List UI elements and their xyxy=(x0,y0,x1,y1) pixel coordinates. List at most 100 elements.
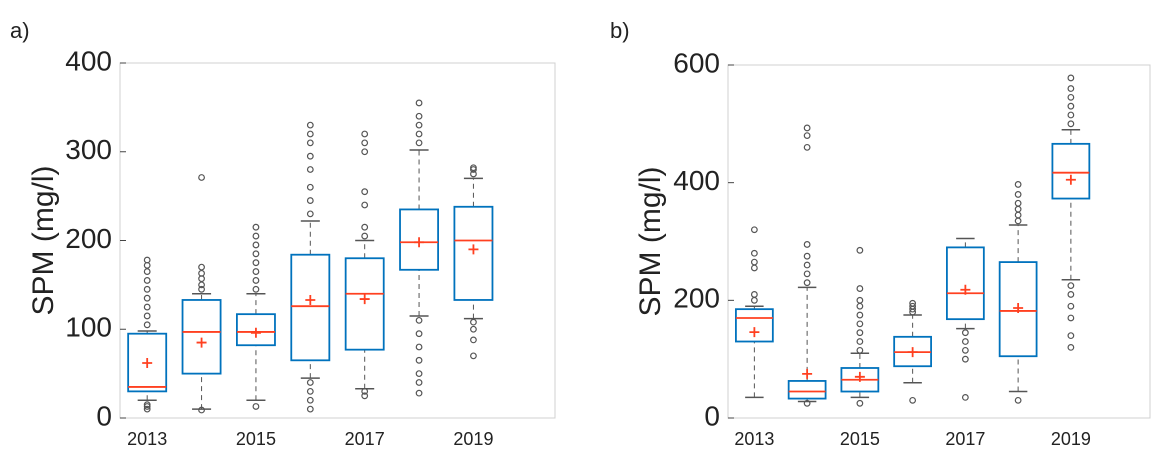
outlier xyxy=(252,277,260,284)
mean-marker xyxy=(1013,302,1024,313)
outlier xyxy=(1014,211,1022,219)
outlier xyxy=(143,303,151,311)
outlier xyxy=(856,329,864,337)
box xyxy=(344,257,385,351)
x-tick-label: 2019 xyxy=(453,429,493,449)
outlier xyxy=(1014,217,1022,225)
outlier xyxy=(750,249,758,257)
outlier xyxy=(415,130,423,138)
outlier xyxy=(252,250,260,258)
outlier xyxy=(361,201,369,209)
y-tick-label: 600 xyxy=(673,47,720,78)
outlier xyxy=(1014,181,1022,188)
outlier xyxy=(1067,111,1075,119)
outlier xyxy=(1067,302,1075,310)
outlier xyxy=(306,121,314,129)
outlier xyxy=(1014,199,1022,207)
outlier xyxy=(909,396,917,404)
outlier xyxy=(198,263,205,271)
outlier xyxy=(1067,93,1075,101)
outlier xyxy=(470,336,477,344)
box xyxy=(127,332,168,393)
outlier xyxy=(415,121,423,129)
mean-marker xyxy=(305,294,316,305)
outlier xyxy=(361,130,369,138)
plot-frame xyxy=(727,64,1151,419)
outlier xyxy=(143,405,151,413)
x-tick-label: 2017 xyxy=(945,429,985,449)
outlier xyxy=(252,223,260,231)
outlier xyxy=(306,139,314,147)
panel-label: a) xyxy=(10,18,30,43)
outlier xyxy=(361,148,369,156)
outlier xyxy=(252,259,260,267)
outlier xyxy=(470,164,477,172)
outlier xyxy=(1067,85,1075,92)
box xyxy=(998,261,1038,358)
outlier xyxy=(198,269,205,277)
outlier xyxy=(143,401,151,409)
outlier xyxy=(306,396,314,404)
mean-marker xyxy=(854,371,865,382)
y-tick-label: 200 xyxy=(673,283,720,314)
outlier xyxy=(1014,205,1022,213)
box xyxy=(787,380,827,400)
outlier xyxy=(306,387,314,395)
mean-marker xyxy=(250,327,261,338)
outlier xyxy=(306,152,314,160)
outlier xyxy=(803,124,811,132)
outlier xyxy=(252,403,260,410)
outlier xyxy=(803,132,811,140)
outlier xyxy=(803,399,811,407)
outlier xyxy=(415,112,423,120)
panel-label: b) xyxy=(610,18,630,43)
outlier xyxy=(306,166,314,173)
outlier xyxy=(198,285,205,293)
x-tick-label: 2015 xyxy=(236,429,276,449)
outlier xyxy=(1067,74,1075,82)
mean-marker xyxy=(960,284,971,295)
mean-marker xyxy=(802,368,813,379)
outlier xyxy=(1067,332,1075,340)
outlier xyxy=(415,356,423,364)
box xyxy=(399,208,439,271)
outlier xyxy=(143,321,151,329)
outlier xyxy=(803,252,811,260)
mean-marker xyxy=(196,337,207,348)
y-tick-label: 200 xyxy=(65,223,112,254)
outlier xyxy=(143,312,151,320)
outlier xyxy=(361,139,369,147)
outlier xyxy=(750,226,758,234)
outlier xyxy=(415,389,423,397)
box xyxy=(290,253,331,362)
outlier xyxy=(909,299,917,307)
outlier xyxy=(856,320,864,328)
y-axis-label: SPM (mg/l) xyxy=(27,166,60,316)
outlier xyxy=(143,285,151,293)
outlier xyxy=(856,399,864,407)
outlier xyxy=(252,232,260,240)
outlier xyxy=(1067,120,1075,128)
mean-marker xyxy=(414,237,425,248)
outlier xyxy=(306,379,314,386)
outlier xyxy=(198,281,205,289)
y-axis-label: SPM (mg/l) xyxy=(634,167,667,317)
x-tick-label: 2013 xyxy=(127,429,167,449)
outlier xyxy=(415,316,423,324)
outlier xyxy=(750,296,758,304)
box xyxy=(236,313,276,347)
outlier xyxy=(415,343,423,351)
outlier xyxy=(750,291,758,298)
outlier xyxy=(415,99,423,107)
outlier xyxy=(361,188,369,196)
outlier xyxy=(252,268,260,275)
outlier xyxy=(1014,191,1022,198)
outlier xyxy=(415,139,423,147)
outlier xyxy=(361,223,369,231)
outlier xyxy=(143,294,151,302)
box xyxy=(1051,142,1091,200)
y-tick-label: 400 xyxy=(65,45,112,76)
outlier xyxy=(306,405,314,413)
outlier xyxy=(856,311,864,319)
outlier xyxy=(1014,396,1022,404)
